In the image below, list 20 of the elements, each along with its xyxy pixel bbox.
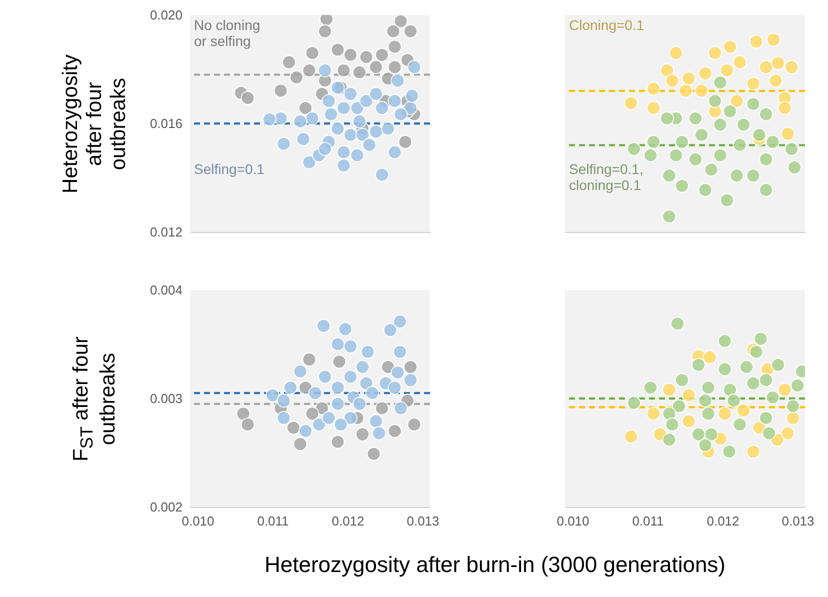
- x-tick-label: 0.010: [182, 514, 214, 528]
- text: Cloning=0.1: [569, 17, 644, 33]
- x-tick-label: 0.011: [632, 514, 664, 528]
- y-tick-label: 0.004: [150, 282, 182, 298]
- y-tick-label: 0.020: [150, 8, 182, 22]
- y-axis-title: Heterozygosity after four outbreaks: [58, 54, 132, 193]
- series-label: No cloning or selfing: [194, 17, 260, 49]
- y-tick-label: 0.003: [150, 391, 182, 406]
- x-tick-label: 0.011: [257, 514, 289, 528]
- y-tick-label: 0.002: [150, 500, 182, 514]
- y-tick-label: 0.016: [150, 116, 182, 131]
- series-label: Selfing=0.1, cloning=0.1: [569, 161, 644, 193]
- series-label: Selfing=0.1: [194, 161, 265, 177]
- x-tick-label: 0.013: [782, 514, 814, 528]
- x-tick-label: 0.010: [556, 514, 590, 528]
- x-tick-label: 0.012: [706, 514, 740, 528]
- y-tick-label: 0.012: [150, 224, 182, 240]
- x-axis-title: Heterozygosity after burn-in (3000 generations): [264, 552, 726, 578]
- x-tick-label: 0.012: [332, 514, 364, 528]
- x-tick-label: 0.013: [406, 514, 440, 528]
